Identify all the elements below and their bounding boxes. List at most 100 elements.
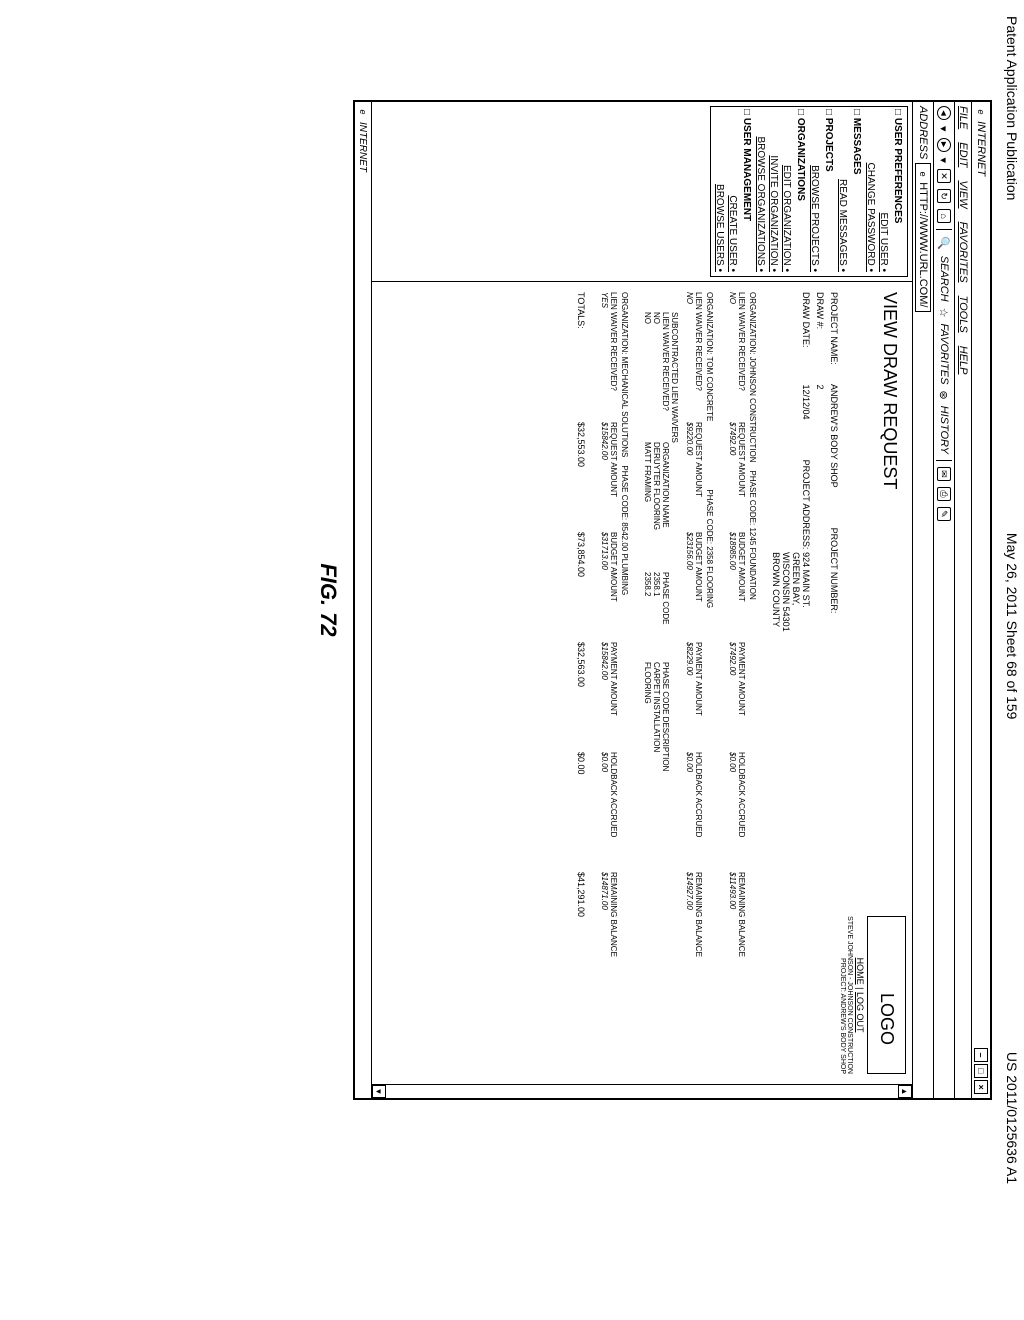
back-dropdown-icon[interactable]: ▾ (938, 126, 951, 132)
org1-bud: $18985.00 (728, 532, 737, 642)
totals-req: $32,553.00 (576, 422, 586, 532)
org1-rem: $11493.00 (728, 872, 737, 992)
org3-pay: $15842.00 (600, 642, 609, 752)
org2-hold: $0.00 (685, 752, 694, 872)
status-bar: e INTERNET (355, 102, 372, 1098)
totals-row: TOTALS: $32,553.00 $73,854.00 $32,563.00… (576, 292, 586, 1074)
org2-name: TOM CONCRETE (705, 357, 714, 422)
address-input[interactable]: e HTTP://WWW.URL.COM/ (915, 163, 931, 312)
close-button[interactable]: × (974, 1080, 988, 1094)
totals-label: TOTALS: (576, 292, 586, 422)
print-icon[interactable]: ⎙ (937, 487, 951, 501)
org3-bud: $31713.00 (600, 532, 609, 642)
address-label: ADDRESS (917, 106, 929, 159)
val-draw-date: 12/12/04 (801, 385, 811, 420)
status-text: INTERNET (358, 122, 369, 172)
lbl-project-number: PROJECT NUMBER: (829, 528, 839, 618)
main-content: VIEW DRAW REQUEST LOGO HOME | LOG OUT ST… (372, 282, 912, 1084)
menu-bar: FILE EDIT VIEW FAVORITES TOOLS HELP (954, 102, 971, 1098)
sidebar-link-invite-org[interactable]: INVITE ORGANIZATION (767, 109, 780, 274)
edit-icon[interactable]: ✎ (937, 507, 951, 521)
totals-bud: $73,854.00 (576, 532, 586, 642)
publication-header: Patent Application Publication May 26, 2… (1000, 0, 1024, 1200)
sidebar-link-edit-org[interactable]: EDIT ORGANIZATION (780, 109, 793, 274)
favorites-icon[interactable]: ☆ (938, 308, 951, 318)
page-title: VIEW DRAW REQUEST (879, 292, 900, 489)
refresh-icon[interactable]: ↻ (937, 189, 951, 203)
figure-label: FIG. 72 (315, 0, 341, 1200)
sidebar-link-change-password[interactable]: CHANGE PASSWORD (864, 109, 877, 274)
totals-rem: $41,291.00 (576, 872, 586, 992)
back-icon[interactable]: ◄ (937, 106, 951, 120)
val-draw-no: 2 (815, 385, 825, 390)
org3-name: MECHANICAL SOLUTIONS (620, 357, 629, 458)
favorites-label[interactable]: FAVORITES (938, 323, 950, 384)
history-icon[interactable]: ⊛ (938, 390, 951, 399)
status-ie-icon: e (357, 106, 369, 118)
window-title: INTERNET (975, 121, 987, 176)
menu-view[interactable]: VIEW (957, 180, 969, 208)
browser-window: e INTERNET – □ × FILE EDIT VIEW FAVORITE… (353, 100, 992, 1100)
sidebar-link-read-messages[interactable]: READ MESSAGES (836, 109, 849, 274)
org1-pay: $7492.00 (728, 642, 737, 752)
mail-icon[interactable]: ✉ (937, 467, 951, 481)
totals-hold: $0.00 (576, 752, 586, 872)
title-bar: e INTERNET – □ × (971, 102, 990, 1098)
org2-lien: NO (685, 292, 694, 422)
forward-icon[interactable]: ► (937, 138, 951, 152)
forward-dropdown-icon[interactable]: ▾ (938, 158, 951, 164)
menu-tools[interactable]: TOOLS (957, 296, 969, 333)
pub-center: May 26, 2011 Sheet 68 of 159 (1004, 533, 1020, 720)
sidebar-link-browse-orgs[interactable]: BROWSE ORGANIZATIONS (754, 109, 767, 274)
sidebar-link-browse-users[interactable]: BROWSE USERS (713, 109, 726, 274)
val-project-name: ANDREW'S BODY SHOP (829, 384, 839, 488)
org1-phase: 1245 FOUNDATION (748, 527, 757, 599)
lbl-draw-no: DRAW #: (815, 292, 825, 382)
lbl-project-addr: PROJECT ADDRESS: (801, 460, 811, 550)
org-block-2: ORGANIZATION: TOM CONCRETE PHASE CODE: 2… (643, 292, 714, 1074)
sidebar-header-projects: □ PROJECTS (821, 109, 836, 274)
search-label[interactable]: SEARCH (938, 256, 950, 302)
sidebar-header-user-mgmt: □ USER MANAGEMENT (739, 109, 754, 274)
totals-pay: $32,563.00 (576, 642, 586, 752)
sidebar-container: □ USER PREFERENCES EDIT USER CHANGE PASS… (710, 106, 908, 277)
menu-favorites[interactable]: FAVORITES (957, 222, 969, 283)
scroll-up-icon[interactable]: ▲ (898, 1085, 912, 1098)
sidebar-link-browse-projects[interactable]: BROWSE PROJECTS (808, 109, 821, 274)
history-label[interactable]: HISTORY (938, 406, 950, 454)
search-icon[interactable]: 🔍 (938, 236, 951, 250)
page-icon: e (917, 168, 929, 180)
sidebar-link-edit-user[interactable]: EDIT USER (877, 109, 890, 274)
ctx-user: STEVE JOHNSON - JOHNSON CONSTRUCTION (846, 916, 853, 1074)
sidebar-link-create-user[interactable]: CREATE USER (726, 109, 739, 274)
ie-icon: e (975, 106, 987, 118)
sidebar-header-messages: □ MESSAGES (849, 109, 864, 274)
org2-phase: 2358 FLOORING (705, 546, 714, 608)
org3-hold: $0.00 (600, 752, 609, 872)
maximize-button[interactable]: □ (974, 1064, 988, 1078)
stop-icon[interactable]: ✕ (937, 169, 951, 183)
ctx-project: PROJECT: ANDREW'S BODY SHOP (839, 916, 846, 1074)
org3-phase: 8542.00 PLUMBING (620, 522, 629, 595)
sidebar-header-organizations: □ ORGANIZATIONS (793, 109, 808, 274)
lbl-draw-date: DRAW DATE: (801, 292, 811, 382)
pub-right: US 2011/0125636 A1 (1004, 1052, 1020, 1184)
nav-logout[interactable]: LOG OUT (855, 992, 865, 1033)
org3-lien: YES (600, 292, 609, 422)
org1-name: JOHNSON CONSTRUCTION (748, 357, 757, 463)
org1-hold: $0.00 (728, 752, 737, 872)
home-icon[interactable]: ⌂ (937, 209, 951, 223)
sidebar-header-user-prefs: □ USER PREFERENCES (890, 109, 905, 274)
content-area: □ USER PREFERENCES EDIT USER CHANGE PASS… (372, 102, 912, 1098)
url-text: HTTP://WWW.URL.COM/ (917, 182, 929, 307)
org2-bud: $23156.00 (685, 532, 694, 642)
minimize-button[interactable]: – (974, 1048, 988, 1062)
menu-help[interactable]: HELP (957, 346, 969, 375)
vertical-scrollbar[interactable]: ▲ ▼ (372, 1084, 912, 1098)
org1-req: $7492.00 (728, 422, 737, 532)
org2-req: $9220.00 (685, 422, 694, 532)
menu-edit[interactable]: EDIT (957, 142, 969, 167)
nav-home[interactable]: HOME (855, 958, 865, 985)
menu-file[interactable]: FILE (957, 106, 969, 129)
scroll-down-icon[interactable]: ▼ (372, 1085, 386, 1098)
